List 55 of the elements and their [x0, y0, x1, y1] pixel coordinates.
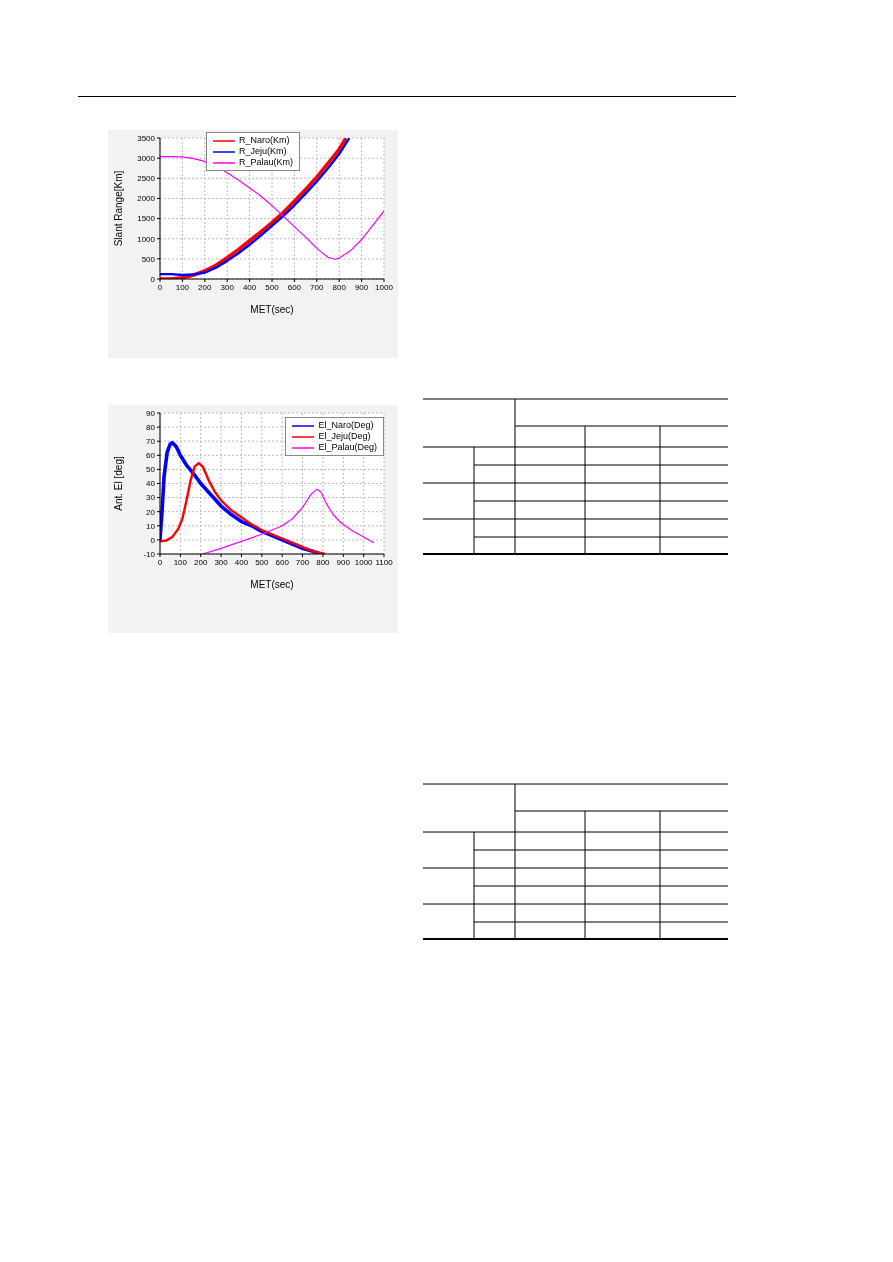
y-tick-label: 80: [146, 422, 156, 432]
y-tick-label: 3000: [137, 153, 156, 163]
x-tick-label: 600: [275, 557, 290, 567]
x-tick-label: 1000: [354, 557, 374, 567]
x-tick-label: 900: [336, 557, 351, 567]
y-tick-label: 1000: [137, 234, 156, 244]
legend-label: El_Jeju(Deg): [318, 431, 371, 442]
x-tick-label: 400: [234, 557, 249, 567]
y-tick-label: 500: [141, 254, 156, 264]
y-tick-label: 40: [146, 479, 156, 489]
legend-label: El_Naro(Deg): [318, 420, 374, 431]
x-tick-label: 500: [255, 557, 270, 567]
legend-label: R_Naro(Km): [238, 135, 290, 146]
x-tick-label: 0: [157, 557, 163, 567]
y-tick-label: 2000: [137, 194, 156, 204]
line-series: [202, 488, 375, 554]
x-tick-label: 1000: [375, 282, 394, 292]
line-series: [160, 155, 384, 260]
x-axis-title: MET(sec): [250, 304, 294, 315]
y-tick-label: 0: [150, 274, 156, 284]
legend-label: R_Jeju(Km): [238, 146, 287, 157]
y-tick-label: 50: [146, 465, 156, 475]
y-tick-label: 3500: [137, 133, 156, 143]
y-axis-title: Ant. El [deg]: [112, 456, 124, 511]
x-tick-label: 200: [194, 557, 208, 567]
y-tick-label: 60: [146, 451, 156, 461]
x-tick-label: 400: [242, 282, 257, 292]
y-tick-label: 0: [150, 535, 156, 545]
x-tick-label: 200: [198, 282, 213, 292]
x-tick-label: 600: [287, 282, 302, 292]
x-tick-label: 800: [316, 557, 331, 567]
x-tick-label: 1100: [375, 557, 394, 567]
y-tick-label: 10: [146, 521, 156, 531]
x-tick-label: 800: [332, 282, 347, 292]
line-series: [160, 461, 327, 554]
x-tick-label: 300: [220, 282, 235, 292]
y-tick-label: 1500: [137, 214, 156, 224]
x-tick-label: 300: [214, 557, 229, 567]
y-axis-title: Slant Range[Km]: [112, 170, 124, 247]
legend-label: R_Palau(Km): [238, 157, 294, 168]
x-tick-label: 500: [265, 282, 280, 292]
y-tick-label: 90: [146, 408, 156, 418]
y-tick-label: 2500: [137, 174, 156, 184]
y-tick-label: 20: [146, 507, 156, 517]
x-tick-label: 100: [175, 282, 190, 292]
x-tick-label: 900: [354, 282, 369, 292]
x-tick-label: 0: [157, 282, 163, 292]
y-tick-label: 30: [146, 493, 156, 503]
y-tick-label: 70: [146, 437, 156, 447]
y-tick-label: -10: [143, 549, 156, 559]
x-tick-label: 100: [173, 557, 188, 567]
x-axis-title: MET(sec): [250, 579, 294, 590]
legend-label: El_Palau(Deg): [318, 442, 377, 453]
x-tick-label: 700: [310, 282, 325, 292]
x-tick-label: 700: [295, 557, 310, 567]
